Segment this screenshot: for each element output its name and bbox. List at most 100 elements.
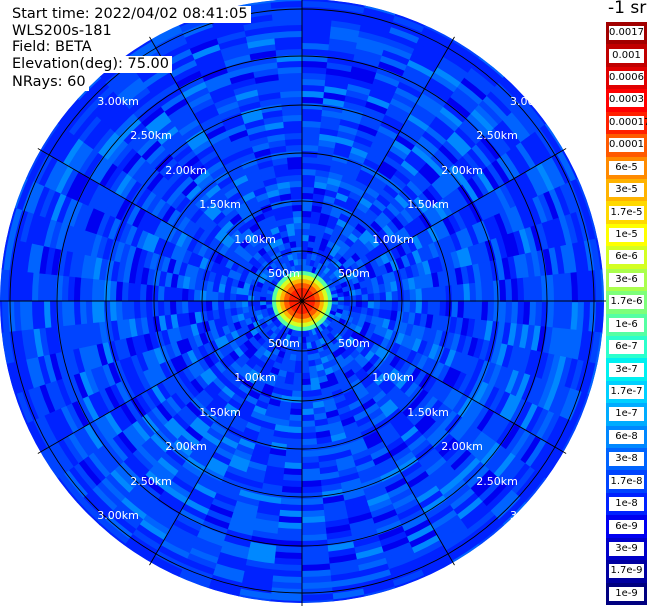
range-gate-cell: [564, 358, 579, 390]
range-gate-cell: [249, 136, 269, 147]
range-gate-cell: [119, 176, 138, 199]
range-gate-cell: [205, 461, 227, 477]
range-gate-cell: [421, 452, 443, 472]
range-gate-cell: [216, 372, 230, 387]
range-gate-cell: [302, 126, 321, 134]
range-gate-cell: [365, 381, 379, 394]
colorbar-tick-label: 6e-5: [609, 160, 644, 175]
range-gate-cell: [331, 437, 349, 449]
range-gate-cell: [96, 94, 123, 121]
range-gate-cell: [329, 383, 342, 393]
range-gate-cell: [103, 385, 121, 410]
range-gate-cell: [137, 210, 152, 231]
range-gate-cell: [252, 61, 279, 73]
range-gate-cell: [217, 146, 237, 161]
range-gate-cell: [325, 529, 352, 541]
range-gate-cell: [364, 278, 373, 288]
range-gate-cell: [461, 461, 486, 485]
range-gate-cell: [374, 456, 396, 472]
range-gate-cell: [361, 213, 375, 226]
range-gate-cell: [248, 174, 264, 186]
range-gate-cell: [366, 307, 375, 317]
azimuth-spoke: [149, 36, 303, 302]
range-gate-cell: [376, 317, 385, 328]
range-gate-cell: [483, 192, 501, 217]
range-gate-cell: [377, 525, 405, 542]
range-gate-cell: [284, 132, 303, 140]
range-gate-cell: [463, 283, 471, 302]
range-gate-cell: [493, 452, 516, 479]
range-gate-cell: [554, 246, 566, 276]
range-gate-cell: [391, 290, 399, 302]
range-gate-cell: [513, 254, 524, 280]
range-gate-cell: [247, 547, 276, 558]
range-gate-cell: [252, 227, 264, 238]
range-gate-cell: [540, 413, 560, 444]
range-gate-cell: [365, 251, 376, 263]
range-gate-cell: [256, 432, 274, 443]
range-gate-cell: [486, 91, 513, 118]
range-gate-cell: [499, 210, 514, 236]
range-gate-cell: [352, 383, 366, 396]
range-gate-cell: [113, 71, 141, 96]
range-gate-cell: [71, 400, 89, 428]
range-gate-cell: [404, 204, 420, 221]
range-gate-cell: [314, 424, 330, 433]
range-gate-cell: [444, 252, 456, 271]
range-gate-cell: [199, 149, 219, 166]
range-gate-cell: [270, 269, 279, 277]
range-gate-cell: [147, 234, 160, 253]
range-gate-cell: [559, 388, 577, 420]
range-gate-cell: [457, 374, 473, 395]
range-gate-cell: [330, 159, 348, 170]
range-gate-cell: [272, 318, 280, 326]
range-gate-cell: [273, 424, 289, 433]
range-gate-cell: [542, 382, 560, 412]
range-gate-cell: [3, 330, 15, 364]
range-gate-cell: [348, 152, 367, 165]
range-gate-cell: [431, 222, 446, 241]
range-gate-cell: [371, 509, 398, 525]
range-gate-cell: [291, 390, 302, 398]
range-gate-cell: [312, 199, 324, 208]
range-gate-cell: [469, 301, 477, 320]
range-gate-cell: [526, 377, 543, 405]
range-gate-cell: [155, 381, 171, 400]
range-gate-cell: [326, 415, 342, 425]
range-gate-cell: [389, 389, 405, 405]
range-gate-cell: [216, 100, 240, 115]
ring-label-500m-se: 500m: [338, 337, 370, 350]
range-gate-cell: [96, 212, 111, 237]
range-gate-cell: [231, 77, 257, 90]
range-gate-cell: [409, 475, 433, 495]
range-gate-cell: [241, 306, 250, 314]
range-gate-cell: [247, 415, 264, 427]
range-gate-cell: [413, 103, 437, 122]
range-gate-cell: [239, 238, 251, 249]
range-gate-cell: [283, 326, 290, 335]
range-gate-cell: [281, 205, 293, 213]
range-gate-cell: [193, 254, 204, 268]
range-gate-cell: [13, 269, 22, 301]
range-gate-cell: [187, 363, 201, 379]
range-gate-cell: [43, 412, 63, 443]
range-gate-cell: [412, 480, 437, 500]
range-gate-cell: [288, 174, 303, 182]
range-gate-cell: [424, 500, 451, 521]
range-gate-cell: [109, 280, 118, 301]
range-gate-cell: [319, 212, 331, 222]
range-gate-cell: [50, 325, 62, 354]
range-gate-cell: [43, 299, 52, 329]
azimuth-spoke: [37, 148, 303, 302]
range-gate-cell: [434, 66, 462, 89]
range-gate-cell: [268, 282, 277, 289]
range-gate-cell: [441, 441, 463, 463]
range-gate-cell: [302, 90, 325, 99]
range-gate-cell: [315, 169, 331, 178]
range-gate-cell: [323, 512, 349, 523]
range-gate-cell: [542, 248, 554, 277]
range-gate-cell: [238, 588, 272, 600]
range-gate-cell: [419, 92, 445, 113]
range-gate-cell: [245, 169, 262, 181]
range-gate-cell: [421, 396, 439, 415]
